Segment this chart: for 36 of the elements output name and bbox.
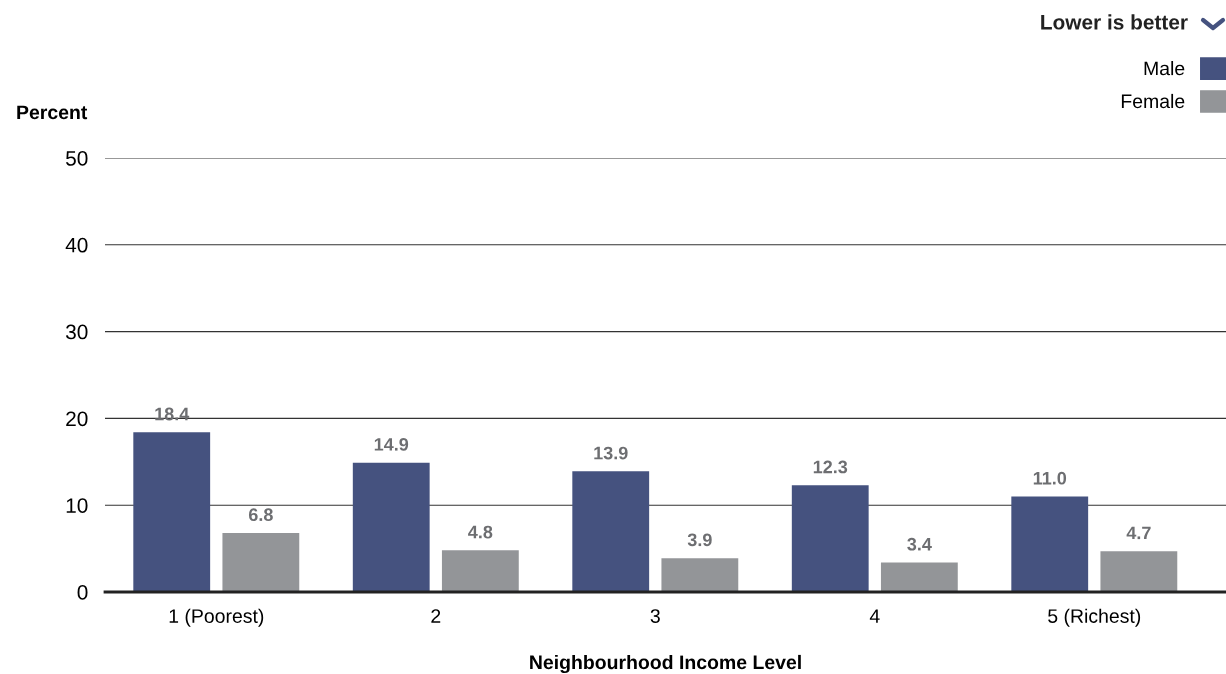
bar <box>880 562 958 592</box>
x-tick-label: 1 (Poorest) <box>169 608 264 627</box>
bar <box>661 558 739 592</box>
y-axis-title: Percent <box>17 105 88 120</box>
data-label: 3.4 <box>907 537 932 551</box>
data-label: 4.8 <box>468 525 493 539</box>
y-tick-label: 30 <box>65 324 88 340</box>
y-tick-label: 40 <box>65 237 88 253</box>
y-tick-label: 0 <box>77 585 88 600</box>
data-label: 11.0 <box>1033 471 1067 485</box>
data-label: 13.9 <box>594 446 628 460</box>
data-label: 14.9 <box>374 437 409 451</box>
x-tick-label: 3 <box>650 609 660 623</box>
y-tick-label: 50 <box>66 151 88 166</box>
bar <box>572 471 650 592</box>
x-tick-label: 4 <box>869 609 880 623</box>
legend-label: Male <box>1144 61 1185 76</box>
bar <box>1011 496 1089 592</box>
bar <box>352 462 430 592</box>
data-label: 18.4 <box>155 407 190 421</box>
data-label: 12.3 <box>813 460 848 474</box>
x-tick-label: 5 (Richest) <box>1048 608 1141 627</box>
bar <box>1100 551 1178 592</box>
bar <box>222 532 300 592</box>
data-label: 4.7 <box>1126 526 1151 540</box>
y-tick-label: 10 <box>66 498 88 513</box>
x-tick-label: 2 <box>431 609 441 623</box>
data-label: 6.8 <box>248 508 273 522</box>
text: Lower is better <box>1041 14 1188 30</box>
y-tick-label: 20 <box>66 411 88 427</box>
bar <box>133 432 211 592</box>
legend-label: Female <box>1121 93 1185 109</box>
bar <box>441 550 519 592</box>
data-label: 3.9 <box>687 533 712 547</box>
x-axis-title: Neighbourhood Income Level <box>530 654 801 674</box>
bar <box>791 485 869 592</box>
